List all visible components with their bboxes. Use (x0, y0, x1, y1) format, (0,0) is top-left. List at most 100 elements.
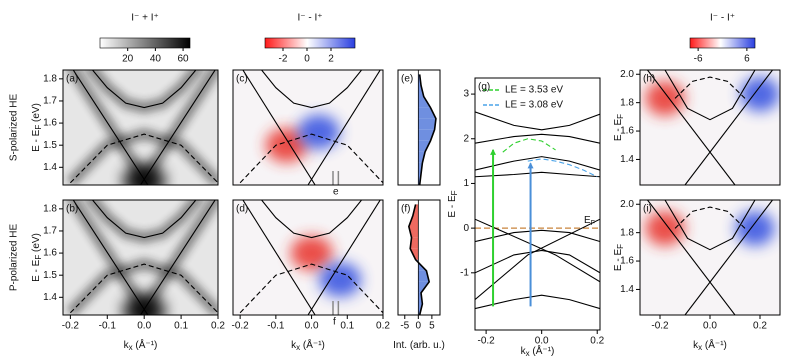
y-tick-label: 1.6 (43, 118, 57, 129)
panel (475, 111, 600, 310)
colorbar-tick-label: -6 (694, 54, 703, 65)
x-tick-label: -5 (400, 321, 409, 332)
axis-label-unit: (eV) (31, 103, 42, 125)
colorbar (99, 37, 191, 49)
band-line (475, 249, 600, 274)
panel (233, 200, 383, 315)
band-line (475, 171, 600, 178)
x-tick-label: 5 (429, 321, 435, 332)
band-line (91, 70, 197, 109)
axis-label-sub: x (526, 349, 530, 358)
profile-fill (418, 118, 436, 130)
fermi-label-text: E (584, 215, 591, 226)
band-line (475, 133, 600, 144)
band-line (684, 70, 773, 185)
band-line (647, 200, 736, 315)
colorbar-tick-label: 60 (178, 54, 190, 65)
x-tick-label: 0.0 (305, 321, 319, 332)
panel-label: (f) (401, 204, 410, 215)
axis-label: kx (Å⁻¹) (521, 344, 555, 358)
intensity-peak (122, 293, 166, 315)
band-line (527, 158, 598, 178)
axis-label-text: E - E (31, 259, 42, 282)
band-line (242, 200, 316, 315)
panel-label: (d) (236, 204, 248, 215)
colorbar-title: I⁻ + I⁺ (131, 13, 159, 24)
colorbar-tick-label: 40 (150, 54, 162, 65)
cut-label: f (333, 317, 336, 328)
axis-label-text: k (521, 346, 527, 357)
axis-label: E - EF (eV) (31, 233, 43, 282)
axis-label-unit: (Å⁻¹) (300, 338, 325, 351)
y-tick-label: -1 (460, 267, 469, 278)
axis-label: E - EF (447, 190, 459, 217)
fermi-label: EF (584, 215, 595, 227)
colorbar-title: I⁻ - I⁺ (710, 13, 735, 24)
band-line (475, 294, 600, 310)
x-tick-label: -0.1 (267, 321, 285, 332)
x-tick-label: -0.2 (62, 321, 80, 332)
band-line (502, 138, 556, 153)
panel-frame (232, 69, 384, 186)
band-line (664, 70, 756, 121)
axis-label-sub: x (296, 343, 300, 352)
colorbar-title: I⁻ - I⁺ (298, 13, 323, 24)
band-line (140, 200, 216, 315)
intensity-peak (735, 211, 775, 246)
intensity-peak (290, 235, 333, 271)
band-line (239, 133, 383, 184)
x-tick-label: 0 (416, 321, 422, 332)
band-line (307, 200, 381, 315)
intensity-peak (297, 114, 340, 150)
intensity-peak (645, 81, 685, 116)
axis-label-sub: F (450, 190, 459, 195)
band-line (140, 70, 216, 185)
axis-label-sub: x (698, 343, 702, 352)
panel-frame (474, 77, 601, 331)
panel-label: (b) (66, 204, 78, 215)
band-line (72, 200, 149, 315)
axis-label: E - EF (613, 244, 625, 271)
axis-label: kx (Å⁻¹) (124, 338, 158, 352)
x-tick-label: 0.1 (174, 321, 188, 332)
x-tick-label: 0.1 (340, 321, 354, 332)
panel-label: (c) (236, 74, 248, 85)
band-line (260, 70, 363, 109)
panel (63, 70, 218, 185)
row-label: P-polarized HE (9, 224, 20, 292)
y-tick-label: 2.0 (620, 69, 634, 80)
panel-frame (639, 69, 781, 186)
panel-frame (397, 69, 441, 186)
axis-label-unit: (eV) (31, 233, 42, 255)
panel-label: (i) (643, 204, 652, 215)
x-tick-label: 0.0 (535, 336, 549, 347)
axis-label-text: k (291, 340, 297, 351)
x-tick-label: -0.2 (651, 321, 669, 332)
y-tick-label: 1.7 (43, 226, 57, 237)
band-line (475, 111, 600, 131)
x-tick-label: 0.0 (137, 321, 151, 332)
band-line (242, 70, 316, 185)
y-tick-label: 1 (463, 178, 469, 189)
intensity-peak (319, 262, 362, 297)
axis-label-text: E - E (613, 119, 624, 142)
axis-label-unit: (Å⁻¹) (133, 338, 158, 351)
fermi-label-sub: F (591, 220, 595, 227)
panel-frame (62, 69, 219, 186)
axis-label-sub: F (616, 114, 625, 119)
cut-label: e (333, 187, 339, 198)
axis-label-text: E - E (447, 195, 458, 218)
colorbar-tick-label: 0 (304, 54, 310, 65)
band-line (239, 263, 383, 314)
intensity-peak (645, 211, 685, 246)
profile-fill (418, 140, 431, 152)
y-tick-label: 1.8 (43, 73, 57, 84)
y-tick-label: 1.6 (620, 256, 634, 267)
band-line (91, 200, 197, 239)
panel (63, 200, 218, 315)
panel (408, 200, 431, 315)
legend-label: LE = 3.53 eV (505, 85, 563, 96)
band-line (69, 133, 218, 184)
panel-frame (232, 199, 384, 316)
